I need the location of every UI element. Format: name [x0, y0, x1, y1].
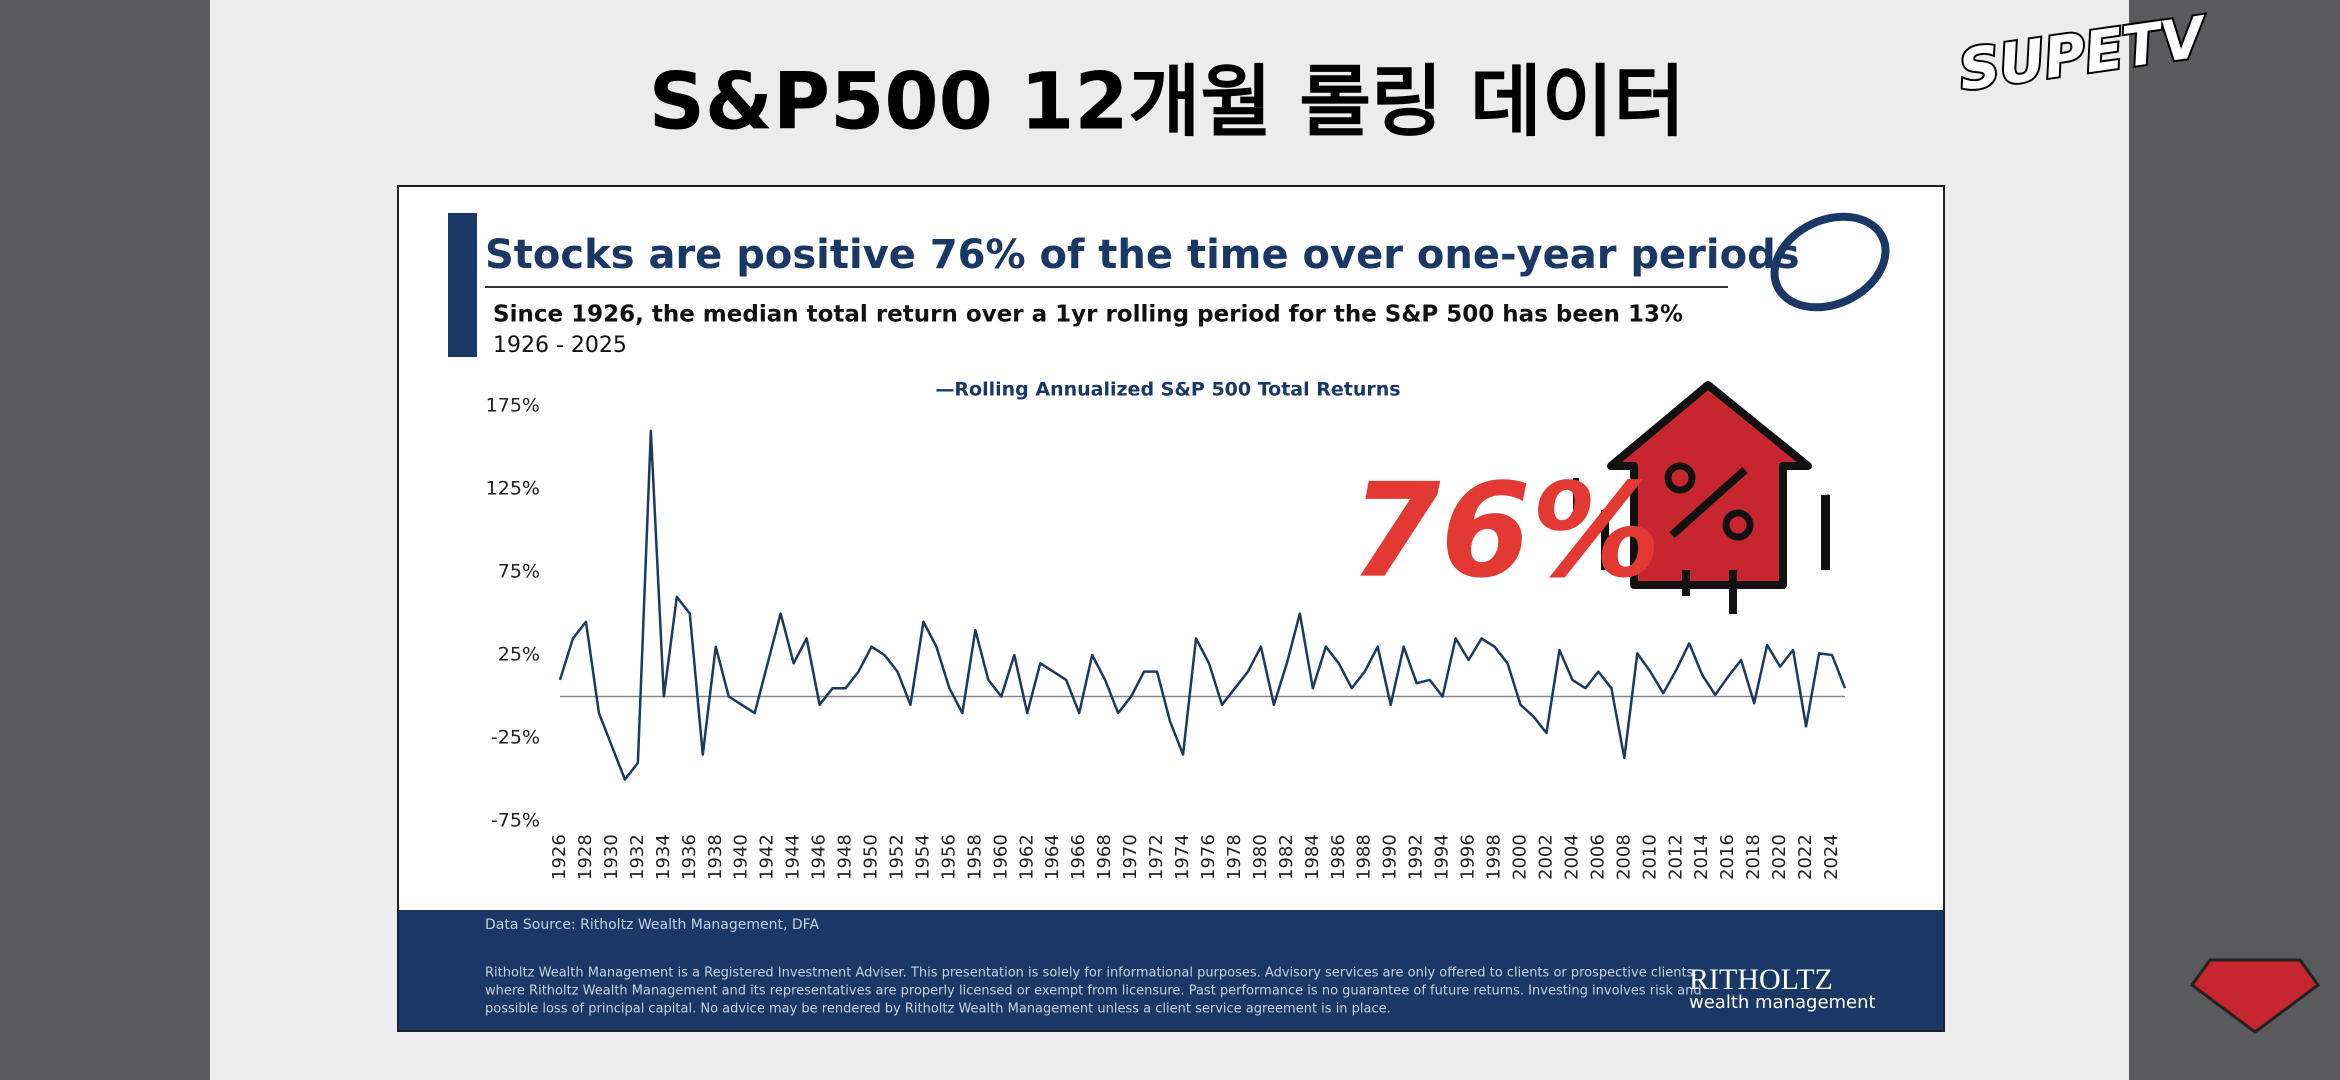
x-tick-label: 2006: [1587, 834, 1608, 880]
x-tick-label: 1990: [1380, 834, 1401, 880]
x-tick-label: 1976: [1198, 834, 1219, 880]
overlay-graphic: 76%: [1350, 381, 1830, 614]
x-tick-label: 1968: [1094, 834, 1115, 880]
x-tick-label: 1974: [1172, 834, 1193, 880]
chart-subtitle: Since 1926, the median total return over…: [493, 302, 1683, 328]
x-tick-label: 2018: [1743, 834, 1764, 880]
x-tick-label: 1946: [809, 834, 830, 880]
percent-icon: [1669, 467, 1748, 538]
x-tick-label: 1958: [964, 834, 985, 880]
x-tick-label: 1994: [1432, 834, 1453, 880]
y-tick-label: 75%: [498, 561, 540, 583]
chart-card: [397, 185, 1945, 1032]
x-tick-label: 2022: [1795, 834, 1816, 880]
period: 1926 - 2025: [493, 333, 627, 358]
y-tick-label: 175%: [486, 395, 540, 417]
y-tick-label: 125%: [486, 478, 540, 500]
x-tick-label: 2012: [1665, 834, 1686, 880]
brand: RITHOLTZ: [1689, 963, 1833, 996]
y-tick-label: 25%: [498, 644, 540, 666]
x-tick-label: 1982: [1276, 834, 1297, 880]
source: Data Source: Ritholtz Wealth Management,…: [485, 917, 819, 933]
x-tick-label: 1936: [679, 834, 700, 880]
x-tick-label: 1962: [1016, 834, 1037, 880]
x-tick-label: 1950: [861, 834, 882, 880]
x-tick-label: 1966: [1068, 834, 1089, 880]
corner-logo: [2189, 958, 2321, 1034]
plot: -75%-25%25%75%125%175%1926 1928 1930 1932 19…: [486, 395, 1847, 880]
disclaimer-line: Ritholtz Wealth Management is a Register…: [485, 966, 1694, 981]
x-tick-label: 1978: [1224, 834, 1245, 880]
x-tick-label: 2016: [1717, 834, 1738, 880]
x-tick-label: 1926: [549, 834, 570, 880]
y-tick-label: -75%: [491, 810, 540, 832]
x-tick-label: 1998: [1484, 834, 1505, 880]
accent-bar: [448, 213, 477, 357]
x-tick-label: 1988: [1354, 834, 1375, 880]
x-tick-label: 1940: [731, 834, 752, 880]
x-tick-label: 1996: [1458, 834, 1479, 880]
x-tick-label: 2014: [1691, 834, 1712, 880]
arrow: [1607, 381, 1812, 589]
x-tick-label: 2010: [1639, 834, 1660, 880]
x-tick-label: 2002: [1535, 834, 1556, 880]
x-tick-label: 1934: [653, 834, 674, 880]
x-tick-label: 1980: [1250, 834, 1271, 880]
x-tick-label: 1970: [1120, 834, 1141, 880]
x-tick-label: 2008: [1613, 834, 1634, 880]
x-tick-label: 2024: [1821, 834, 1842, 880]
disclaimer-line: possible loss of principal capital. No a…: [485, 1002, 1391, 1017]
x-tick-label: 1956: [938, 834, 959, 880]
x-tick-label: 1944: [783, 834, 804, 880]
x-tick-label: 1938: [705, 834, 726, 880]
x-tick-label: 1960: [990, 834, 1011, 880]
x-tick-label: 2004: [1561, 834, 1582, 880]
footer: [399, 910, 1943, 1030]
x-tick-label: 1954: [912, 834, 933, 880]
x-tick-label: 2020: [1769, 834, 1790, 880]
brand-emblem: [1770, 212, 1890, 312]
x-tick-label: 1964: [1042, 834, 1063, 880]
x-tick-label: 1928: [575, 834, 596, 880]
x-tick-label: 1972: [1146, 834, 1167, 880]
page-title: S&P500 12개월 롤링 데이터: [649, 57, 1686, 147]
x-tick-label: 1948: [835, 834, 856, 880]
chart-title: Stocks are positive 76% of the time over…: [485, 232, 1800, 278]
x-tick-label: 1932: [627, 834, 648, 880]
y-tick-label: -25%: [491, 727, 540, 749]
x-tick-label: 1986: [1328, 834, 1349, 880]
legend-entry: —Rolling Annualized S&P 500 Total Return…: [935, 379, 1400, 401]
brand-sub: wealth management: [1689, 992, 1876, 1013]
disclaimer-line: where Ritholtz Wealth Management and its…: [485, 984, 1702, 999]
percent-icon: [1664, 462, 1696, 494]
overlay-text: 76%: [1350, 455, 1661, 607]
percent-icon: [1722, 509, 1754, 541]
x-tick-label: 1984: [1302, 834, 1323, 880]
x-tick-label: 1952: [886, 834, 907, 880]
x-tick-label: 1992: [1406, 834, 1427, 880]
x-tick-label: 2000: [1510, 834, 1531, 880]
data-line: [558, 429, 1847, 781]
x-tick-label: 1942: [757, 834, 778, 880]
x-tick-label: 1930: [601, 834, 622, 880]
